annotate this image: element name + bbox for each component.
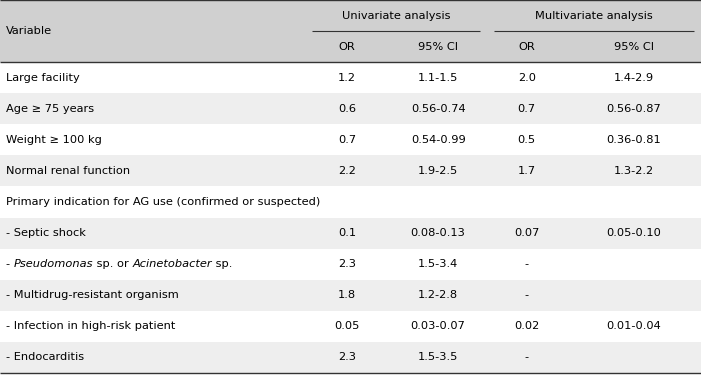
Text: -: - <box>525 352 529 362</box>
Text: 0.7: 0.7 <box>338 135 356 145</box>
Text: 1.9-2.5: 1.9-2.5 <box>418 166 458 176</box>
Text: 1.5-3.5: 1.5-3.5 <box>418 352 458 362</box>
Bar <box>0 62 701 93</box>
Text: Acinetobacter: Acinetobacter <box>132 259 212 269</box>
Text: Variable: Variable <box>6 26 52 36</box>
Text: - Multidrug-resistant organism: - Multidrug-resistant organism <box>6 290 178 300</box>
Text: 1.4-2.9: 1.4-2.9 <box>613 73 654 83</box>
Text: 0.02: 0.02 <box>514 321 540 331</box>
Text: 0.56-0.87: 0.56-0.87 <box>606 104 661 114</box>
Text: -: - <box>6 259 13 269</box>
Text: Age ≥ 75 years: Age ≥ 75 years <box>6 104 94 114</box>
Text: 1.3-2.2: 1.3-2.2 <box>613 166 654 176</box>
Text: - Septic shock: - Septic shock <box>6 228 86 238</box>
Bar <box>0 311 701 342</box>
Text: 0.7: 0.7 <box>518 104 536 114</box>
Bar <box>0 93 701 124</box>
Text: 0.07: 0.07 <box>514 228 540 238</box>
Text: 1.2-2.8: 1.2-2.8 <box>418 290 458 300</box>
Text: 0.36-0.81: 0.36-0.81 <box>606 135 661 145</box>
Text: -: - <box>525 290 529 300</box>
Text: sp. or: sp. or <box>93 259 132 269</box>
Text: OR: OR <box>519 42 535 52</box>
Text: Large facility: Large facility <box>6 73 79 83</box>
Text: 1.5-3.4: 1.5-3.4 <box>418 259 458 269</box>
Text: Univariate analysis: Univariate analysis <box>342 11 450 20</box>
Bar <box>0 0 701 62</box>
Text: -: - <box>525 259 529 269</box>
Bar <box>0 249 701 280</box>
Text: 1.8: 1.8 <box>338 290 356 300</box>
Text: 0.1: 0.1 <box>338 228 356 238</box>
Text: 0.03-0.07: 0.03-0.07 <box>411 321 465 331</box>
Text: 0.05: 0.05 <box>334 321 360 331</box>
Bar <box>0 155 701 186</box>
Text: 0.6: 0.6 <box>338 104 356 114</box>
Text: 1.2: 1.2 <box>338 73 356 83</box>
Text: - Infection in high-risk patient: - Infection in high-risk patient <box>6 321 175 331</box>
Text: Pseudomonas: Pseudomonas <box>13 259 93 269</box>
Text: 0.08-0.13: 0.08-0.13 <box>411 228 465 238</box>
Text: 0.05-0.10: 0.05-0.10 <box>606 228 661 238</box>
Bar <box>0 218 701 249</box>
Text: 0.5: 0.5 <box>518 135 536 145</box>
Text: 95% CI: 95% CI <box>418 42 458 52</box>
Text: Multivariate analysis: Multivariate analysis <box>536 11 653 20</box>
Text: 2.0: 2.0 <box>518 73 536 83</box>
Text: - Endocarditis: - Endocarditis <box>6 352 83 362</box>
Text: 2.3: 2.3 <box>338 259 356 269</box>
Text: 0.01-0.04: 0.01-0.04 <box>606 321 661 331</box>
Text: OR: OR <box>339 42 355 52</box>
Bar <box>0 280 701 311</box>
Text: sp.: sp. <box>212 259 232 269</box>
Text: 0.54-0.99: 0.54-0.99 <box>411 135 465 145</box>
Text: Primary indication for AG use (confirmed or suspected): Primary indication for AG use (confirmed… <box>6 197 320 207</box>
Text: 95% CI: 95% CI <box>613 42 654 52</box>
Bar <box>0 342 701 373</box>
Text: 1.7: 1.7 <box>518 166 536 176</box>
Text: 2.3: 2.3 <box>338 352 356 362</box>
Bar <box>0 124 701 155</box>
Text: 0.56-0.74: 0.56-0.74 <box>411 104 465 114</box>
Text: 1.1-1.5: 1.1-1.5 <box>418 73 458 83</box>
Text: Normal renal function: Normal renal function <box>6 166 130 176</box>
Bar <box>0 186 701 218</box>
Text: Weight ≥ 100 kg: Weight ≥ 100 kg <box>6 135 102 145</box>
Text: 2.2: 2.2 <box>338 166 356 176</box>
